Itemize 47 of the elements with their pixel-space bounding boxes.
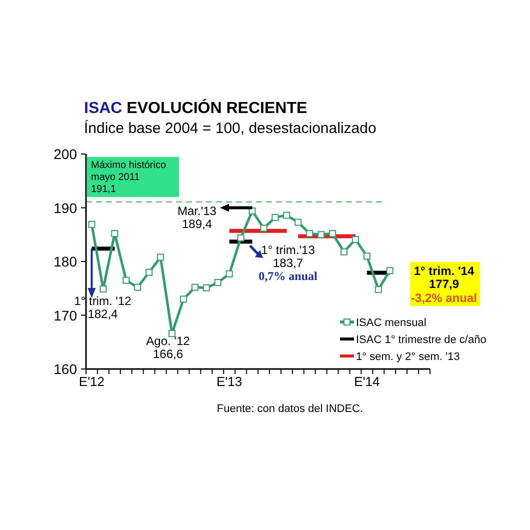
annotation: 1° trim. '14 177,9: [414, 264, 474, 291]
point: [352, 236, 359, 243]
x-tick-label: E'14: [354, 374, 380, 389]
x-tick-label: E'13: [216, 374, 242, 389]
x-tick-label: E'12: [78, 374, 105, 389]
chart-subtitle: Índice base 2004 = 100, desestacionalizado: [84, 119, 376, 137]
chart-title: ISAC EVOLUCIÓN RECIENTE: [84, 98, 308, 117]
annotation: Ago. '12 166,6: [146, 334, 190, 361]
point: [306, 230, 314, 238]
point: [363, 252, 370, 260]
point: [340, 248, 348, 256]
y-tick-label: 160: [54, 361, 78, 377]
point: [180, 296, 187, 303]
point: [329, 230, 336, 238]
point: [386, 267, 394, 274]
annotation: Mar.'13 189,4: [178, 204, 217, 231]
point: [272, 214, 279, 221]
y-tick-label: 200: [54, 146, 78, 162]
point: [146, 268, 153, 276]
annotation: 1° trim.'13 183,7: [261, 243, 316, 270]
point: [214, 278, 222, 286]
point: [283, 212, 290, 219]
point: [374, 286, 382, 293]
legend-label: ISAC 1° trimestre de c/año: [356, 334, 486, 346]
y-tick-label: 170: [54, 307, 78, 324]
annotation: -3,2% anual: [410, 291, 478, 305]
y-tick-label: 190: [54, 200, 78, 216]
point: [100, 285, 107, 292]
point: [122, 276, 130, 284]
y-tick-label: 180: [54, 254, 78, 270]
point: [134, 284, 142, 291]
point: [294, 218, 302, 226]
ref-line-label: Máximo histórico mayo 2011 191,1: [91, 160, 166, 195]
point: [226, 270, 233, 278]
point: [202, 284, 210, 292]
legend-label: 1° sem. y 2° sem. '13: [356, 351, 460, 363]
point: [318, 231, 325, 238]
legend-label: ISAC mensual: [356, 317, 426, 329]
point: [260, 224, 268, 232]
point: [157, 254, 164, 261]
point: [191, 284, 198, 291]
point: [88, 220, 96, 228]
point: [237, 234, 244, 242]
point: [111, 230, 118, 238]
annotation: 0,7% anual: [258, 269, 318, 283]
source-note: Fuente: con datos del INDEC.: [216, 403, 364, 415]
point: [168, 330, 176, 338]
